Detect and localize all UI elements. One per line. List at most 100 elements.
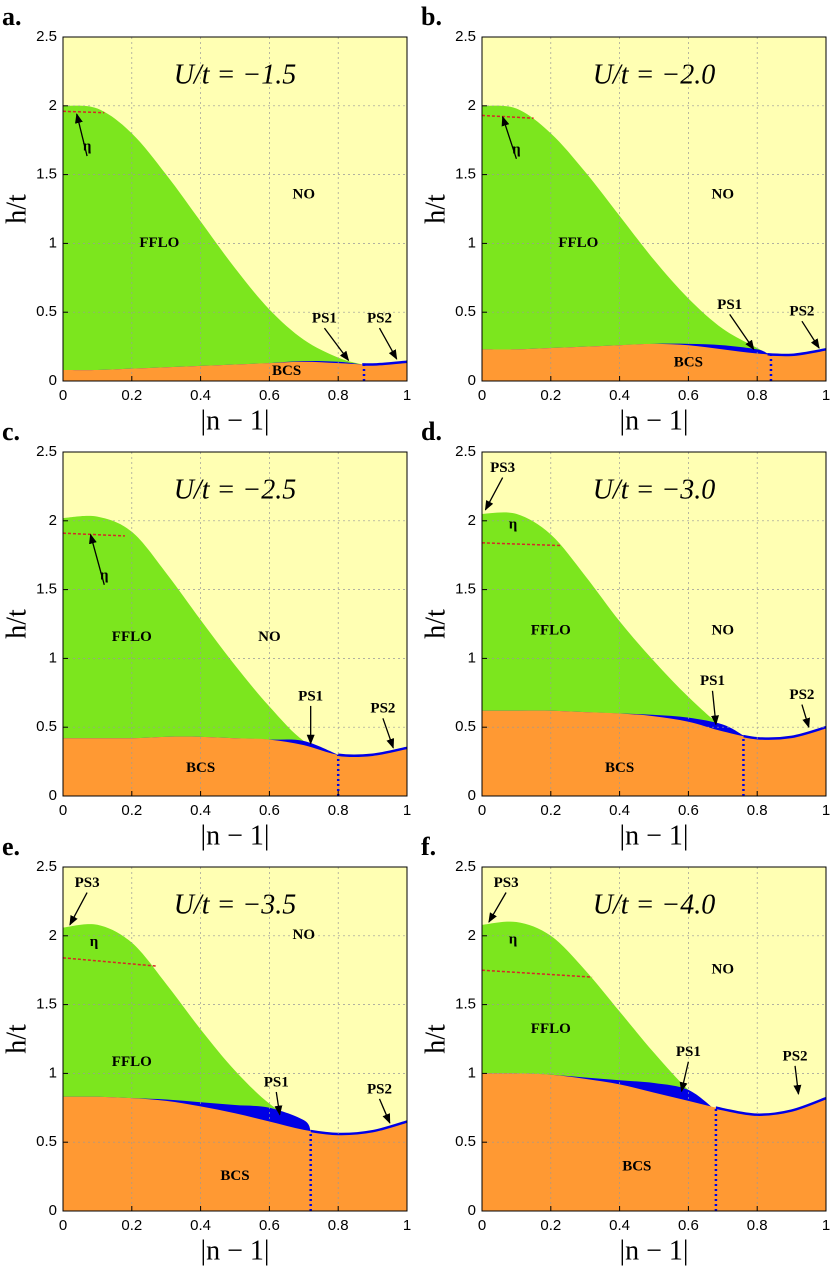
x-tick-label: 0.6: [259, 802, 280, 819]
arrow: [793, 1065, 802, 1096]
x-tick-label: 0.8: [328, 802, 349, 819]
region-label: PS1: [676, 1044, 701, 1060]
y-tick-label: 1: [49, 649, 57, 666]
x-tick-label: 0.8: [747, 802, 768, 819]
region-label: NO: [712, 187, 735, 203]
y-tick-label: 0.5: [36, 718, 57, 735]
x-axis-label: |n − 1|: [619, 820, 688, 851]
plot-frame: [62, 36, 408, 382]
phase-region: [482, 710, 826, 796]
y-tick-label: 2.5: [36, 858, 57, 875]
panel: 0 0.2 0.4 0.6 0.8 1 0 0.5 1 1.5 2 2.5 U/t = −3.0 |n −…: [420, 417, 830, 851]
arrow: [501, 115, 518, 160]
y-axis-label: h/t: [420, 194, 451, 224]
y-tick-label: 0: [468, 372, 476, 389]
plot-frame: [481, 451, 827, 797]
phase-region: [63, 361, 407, 381]
region-label: FFLO: [139, 235, 179, 251]
arrow: [69, 892, 88, 926]
region-label: PS2: [370, 701, 395, 717]
x-tick-label: 0.8: [747, 1217, 768, 1234]
y-tick-label: 2: [468, 927, 476, 944]
x-axis-label: |n − 1|: [200, 820, 269, 851]
x-tick-label: 0.2: [540, 802, 561, 819]
x-tick-label: 0.6: [678, 387, 699, 404]
region-label: NO: [293, 187, 316, 203]
arrow: [274, 1091, 283, 1116]
y-tick-label: 0.5: [455, 303, 476, 320]
arrow: [323, 327, 350, 362]
phase-boundary: [743, 725, 826, 740]
region-label: η: [512, 141, 521, 157]
x-tick-label: 0.4: [190, 802, 211, 819]
panel-label: f.: [421, 832, 436, 861]
y-tick-label: 2.5: [455, 28, 476, 45]
region-label: PS3: [494, 875, 519, 891]
region-label: PS2: [367, 1081, 392, 1097]
region-label: PS1: [264, 1074, 289, 1090]
chart-title: U/t = −4.0: [593, 889, 716, 920]
panel-label: d.: [421, 417, 442, 446]
region-label: PS3: [75, 875, 100, 891]
region-label: η: [83, 139, 92, 155]
y-tick-label: 2: [49, 97, 57, 114]
arrow: [801, 704, 811, 729]
x-tick-label: 0.2: [540, 387, 561, 404]
region-label: FFLO: [531, 622, 571, 638]
panel: 0 0.2 0.4 0.6 0.8 1 0 0.5 1 1.5 2 2.5 U/t = −2.5 |n −…: [1, 417, 411, 851]
plot-frame: [62, 866, 408, 1212]
region-label: BCS: [186, 760, 215, 776]
y-tick-label: 0: [49, 787, 57, 804]
x-tick-label: 1: [403, 387, 411, 404]
arrow: [729, 313, 755, 351]
panel: 0 0.2 0.4 0.6 0.8 1 0 0.5 1 1.5 2 2.5 U/t = −1.5 |n −…: [1, 2, 411, 436]
x-tick-label: 0: [59, 1217, 67, 1234]
chart-title: U/t = −3.5: [174, 889, 297, 920]
y-tick-label: 1.5: [455, 581, 476, 598]
x-tick-label: 0: [478, 802, 486, 819]
y-tick-label: 2.5: [36, 443, 57, 460]
y-tick-label: 0: [468, 1202, 476, 1219]
region-label: PS1: [298, 688, 323, 704]
region-label: BCS: [220, 1168, 249, 1184]
x-tick-label: 0.2: [121, 1217, 142, 1234]
x-tick-label: 0.4: [190, 1217, 211, 1234]
y-tick-label: 2.5: [36, 28, 57, 45]
y-tick-label: 2: [49, 512, 57, 529]
y-tick-label: 1.5: [36, 996, 57, 1013]
y-tick-label: 2.5: [455, 443, 476, 460]
panel: 0 0.2 0.4 0.6 0.8 1 0 0.5 1 1.5 2 2.5 U/t = −3.5 |n −…: [1, 832, 411, 1266]
x-tick-label: 0: [59, 387, 67, 404]
x-tick-label: 0.4: [609, 1217, 630, 1234]
y-tick-label: 1: [468, 649, 476, 666]
panel: 0 0.2 0.4 0.6 0.8 1 0 0.5 1 1.5 2 2.5 U/t = −2.0 |n −…: [420, 2, 830, 436]
y-tick-label: 1.5: [455, 996, 476, 1013]
panel-label: e.: [2, 832, 20, 861]
arrow: [801, 320, 820, 349]
region-label: η: [100, 567, 109, 583]
x-tick-label: 0: [478, 387, 486, 404]
region-label: PS2: [367, 311, 392, 327]
x-tick-label: 0.4: [609, 387, 630, 404]
region-label: PS1: [312, 311, 337, 327]
x-tick-label: 0.4: [609, 802, 630, 819]
x-tick-label: 0.6: [259, 387, 280, 404]
plot-area: [63, 452, 407, 796]
region-label: η: [509, 931, 518, 947]
panel-label: c.: [2, 417, 20, 446]
y-tick-label: 1: [49, 234, 57, 251]
region-label: BCS: [605, 760, 634, 776]
x-tick-label: 0.8: [747, 387, 768, 404]
region-label: FFLO: [112, 629, 152, 645]
arrow: [711, 690, 719, 726]
plot-area: [63, 867, 407, 1211]
y-tick-label: 0: [49, 1202, 57, 1219]
y-tick-label: 1.5: [36, 581, 57, 598]
region-label: FFLO: [531, 1021, 571, 1037]
phase-region: [63, 736, 407, 796]
region-label: FFLO: [558, 235, 598, 251]
phase-boundary: [310, 1120, 407, 1136]
y-axis-label: h/t: [420, 1024, 451, 1054]
region-label: PS3: [490, 460, 515, 476]
